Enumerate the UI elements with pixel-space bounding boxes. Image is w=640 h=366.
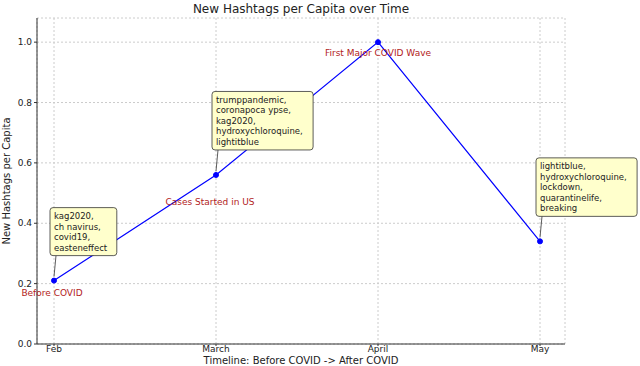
svg-text:Cases Started in US: Cases Started in US xyxy=(165,197,254,207)
svg-text:First Major COVID Wave: First Major COVID Wave xyxy=(325,48,432,58)
svg-text:covid19,: covid19, xyxy=(54,232,90,242)
svg-text:0.4: 0.4 xyxy=(18,218,33,228)
svg-text:Feb: Feb xyxy=(46,344,62,354)
svg-text:May: May xyxy=(531,344,550,354)
svg-text:easteneffect: easteneffect xyxy=(54,243,108,253)
svg-text:hydroxychloroquine,: hydroxychloroquine, xyxy=(540,172,627,182)
svg-text:lightitblue: lightitblue xyxy=(216,137,259,147)
svg-text:lockdown,: lockdown, xyxy=(540,182,583,192)
svg-text:quarantinelife,: quarantinelife, xyxy=(540,193,602,203)
svg-text:0.0: 0.0 xyxy=(18,339,33,349)
svg-text:New Hashtags per Capita: New Hashtags per Capita xyxy=(8,117,12,244)
svg-text:kag2020,: kag2020, xyxy=(216,116,256,126)
svg-text:trumppandemic,: trumppandemic, xyxy=(216,95,287,105)
svg-text:ch navirus,: ch navirus, xyxy=(54,222,101,232)
svg-text:1.0: 1.0 xyxy=(18,37,33,47)
svg-text:Timeline: Before COVID -> Afte: Timeline: Before COVID -> After COVID xyxy=(203,355,399,366)
svg-text:Before COVID: Before COVID xyxy=(21,288,82,298)
svg-text:April: April xyxy=(368,344,389,354)
svg-text:breaking: breaking xyxy=(540,203,577,213)
svg-text:coronapoca ypse,: coronapoca ypse, xyxy=(216,105,291,115)
svg-text:0.2: 0.2 xyxy=(18,279,32,289)
svg-text:0.8: 0.8 xyxy=(18,98,33,108)
svg-text:New Hashtags per Capita over T: New Hashtags per Capita over Time xyxy=(193,2,409,16)
svg-text:0.6: 0.6 xyxy=(18,158,33,168)
svg-text:lightitblue,: lightitblue, xyxy=(540,161,586,171)
svg-text:kag2020,: kag2020, xyxy=(54,211,94,221)
svg-text:hydroxychloroquine,: hydroxychloroquine, xyxy=(216,126,303,136)
svg-text:March: March xyxy=(202,344,229,354)
